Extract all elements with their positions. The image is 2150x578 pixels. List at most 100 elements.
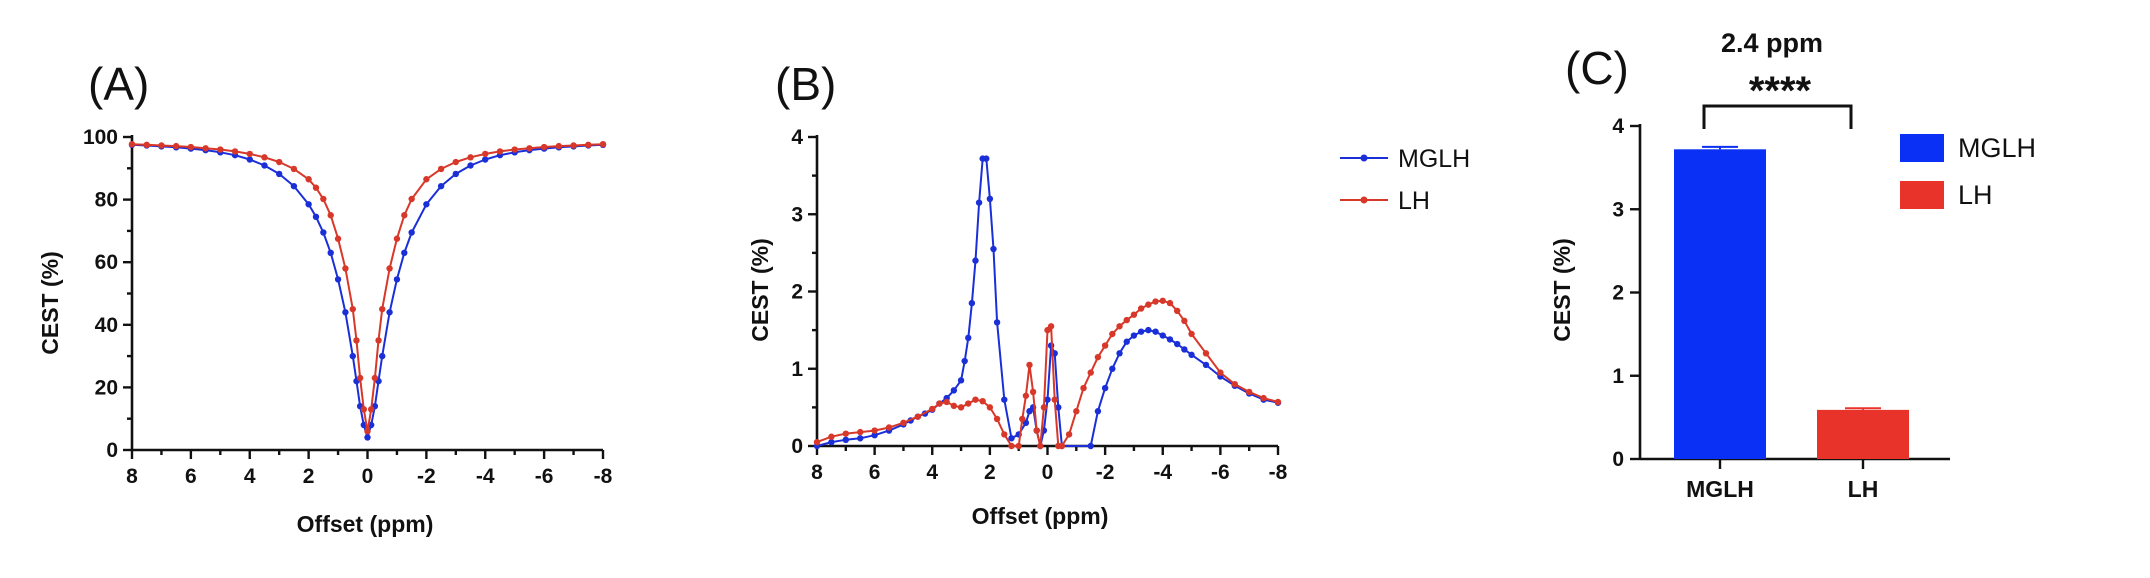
data-point-lh	[1159, 297, 1166, 304]
data-point-mglh	[1173, 340, 1181, 348]
data-point-lh	[1217, 369, 1224, 376]
data-point-lh	[356, 374, 364, 382]
data-point-mglh	[1109, 365, 1116, 372]
x-tick-label: 4	[926, 461, 938, 484]
data-point-lh	[1166, 299, 1174, 307]
data-point-mglh	[349, 352, 356, 360]
data-point-mglh	[290, 182, 298, 190]
data-point-lh	[986, 404, 994, 411]
data-point-mglh	[334, 276, 342, 283]
data-point-lh	[871, 427, 878, 434]
data-point-lh	[231, 148, 239, 155]
data-point-lh	[371, 374, 379, 382]
data-point-mglh	[261, 162, 268, 169]
x-tick-label: -2	[1096, 461, 1115, 484]
data-point-lh	[936, 400, 943, 407]
y-tick-label: 1	[791, 358, 803, 381]
data-point-mglh	[1137, 328, 1145, 335]
data-point-lh	[1202, 350, 1210, 357]
data-point-lh	[128, 140, 136, 148]
data-point-lh	[496, 148, 504, 155]
data-point-lh	[275, 158, 283, 166]
data-point-lh	[408, 195, 415, 203]
data-point-lh	[379, 305, 386, 313]
y-tick-label: 3	[1612, 198, 1624, 221]
data-point-lh	[143, 141, 150, 149]
data-point-mglh	[975, 199, 983, 206]
data-point-lh	[1145, 301, 1152, 308]
data-point-lh	[1101, 342, 1109, 349]
data-point-mglh	[437, 182, 445, 190]
x-tick-label: -8	[1269, 461, 1288, 484]
data-point-mglh	[1145, 326, 1152, 334]
data-point-lh	[857, 428, 864, 436]
data-point-lh	[342, 265, 349, 272]
data-point-lh	[540, 143, 548, 151]
data-point-mglh	[305, 201, 312, 208]
x-tick-label: 4	[244, 465, 256, 488]
data-point-lh	[401, 212, 408, 219]
data-point-mglh	[393, 276, 401, 283]
data-point-lh	[1181, 317, 1188, 325]
data-point-mglh	[1152, 328, 1159, 335]
legend-label-mglh: MGLH	[1398, 145, 1470, 173]
series-line-lh	[131, 143, 604, 433]
y-tick-label: 1	[1612, 365, 1624, 388]
data-point-mglh	[1008, 435, 1015, 442]
y-tick-label: 3	[791, 203, 803, 226]
data-point-mglh	[246, 156, 253, 163]
data-point-lh	[570, 142, 577, 149]
data-point-mglh	[1181, 346, 1188, 353]
data-point-lh	[437, 165, 445, 173]
data-point-lh	[1026, 361, 1033, 369]
x-tick-label: -6	[1211, 461, 1230, 484]
data-point-mglh	[482, 156, 489, 163]
data-point-lh	[526, 145, 533, 152]
y-tick-label: 0	[791, 435, 803, 458]
panel-c-plot-area: 0 1 2 3 4 MGLH LH	[1612, 115, 1950, 502]
data-point-mglh	[423, 201, 430, 208]
data-point-lh	[1073, 408, 1080, 415]
data-point-lh	[364, 428, 371, 435]
data-point-lh	[943, 398, 950, 406]
data-point-lh	[217, 146, 224, 153]
y-tick-label: 60	[95, 251, 118, 274]
data-point-mglh	[857, 435, 864, 442]
data-point-lh	[1116, 323, 1123, 330]
data-point-lh	[1040, 404, 1048, 411]
x-tick-label: 8	[811, 461, 823, 484]
data-point-lh	[1022, 392, 1030, 399]
data-point-mglh	[1044, 396, 1051, 403]
x-tick-label: -2	[417, 465, 436, 488]
x-tick-label: -4	[476, 465, 495, 488]
data-point-lh	[957, 404, 965, 411]
data-point-lh	[353, 337, 360, 344]
panel-a-x-axis-title: Offset (ppm)	[297, 511, 434, 537]
panel-a-y-axis-title: CEST (%)	[37, 251, 63, 355]
data-point-mglh	[990, 245, 997, 253]
data-point-mglh	[986, 195, 994, 202]
panel-b-letter: (B)	[775, 58, 836, 110]
data-point-lh	[290, 165, 298, 173]
data-point-lh	[1001, 431, 1008, 438]
data-point-lh	[1029, 388, 1037, 396]
data-point-mglh	[961, 357, 968, 365]
data-point-lh	[813, 438, 821, 446]
panel-c-letter: (C)	[1565, 42, 1629, 94]
category-label-mglh: MGLH	[1686, 476, 1754, 502]
category-label-lh: LH	[1848, 476, 1879, 502]
data-point-mglh	[320, 229, 327, 236]
data-point-lh	[1274, 398, 1282, 406]
legend-label-mglh-c: MGLH	[1958, 133, 2036, 163]
data-point-lh	[1051, 396, 1058, 403]
data-point-mglh	[275, 170, 283, 178]
y-tick-label: 2	[1612, 282, 1624, 305]
x-tick-label: 2	[984, 461, 996, 484]
y-tick-label: 80	[95, 189, 118, 212]
data-point-lh	[305, 176, 312, 183]
data-point-lh	[972, 396, 979, 403]
legend-swatch-lh	[1900, 181, 1944, 209]
data-point-mglh	[364, 434, 371, 441]
data-point-mglh	[467, 162, 474, 169]
